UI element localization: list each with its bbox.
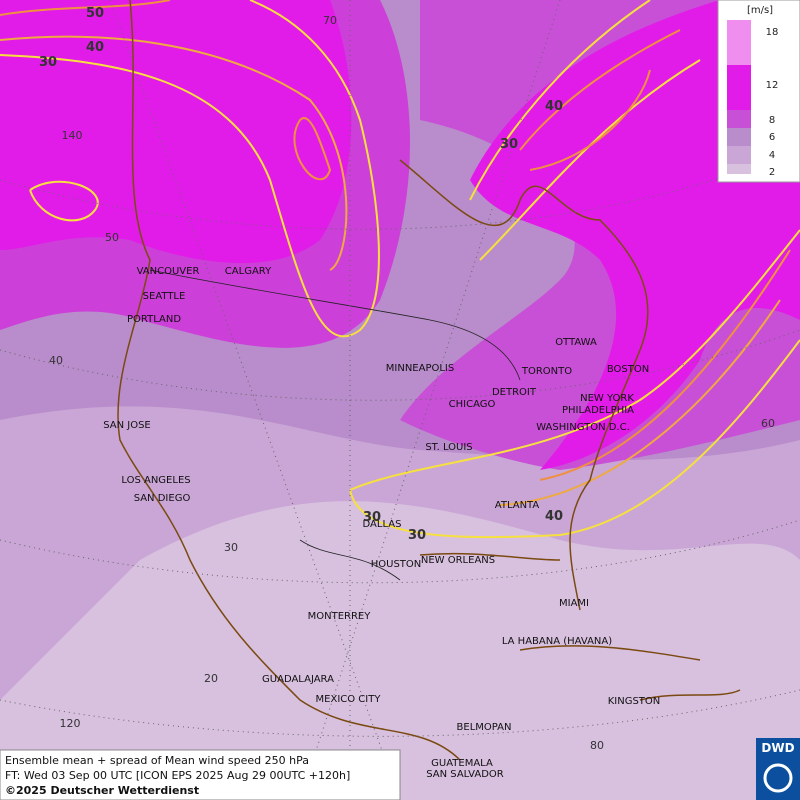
legend-swatch — [727, 146, 751, 164]
legend-swatch — [727, 20, 751, 65]
contour-label: 30 — [363, 510, 381, 525]
legend-swatch — [727, 128, 751, 146]
contour-label: 30 — [408, 528, 426, 543]
contour-label: 40 — [545, 509, 563, 524]
city-label: VANCOUVER — [137, 266, 200, 277]
footer-line: FT: Wed 03 Sep 00 UTC [ICON EPS 2025 Aug… — [5, 769, 350, 782]
legend-label: 12 — [766, 80, 779, 91]
city-label: MEXICO CITY — [316, 694, 382, 705]
city-label: SAN SALVADOR — [426, 769, 503, 780]
grid-label: 70 — [323, 14, 337, 27]
city-label: DALLAS — [363, 519, 402, 530]
grid-label: 40 — [49, 354, 63, 367]
city-label: PHILADELPHIA — [562, 405, 634, 416]
contours — [0, 0, 800, 539]
contour-label: 30 — [500, 137, 518, 152]
legend-swatch — [727, 110, 751, 128]
contour-label: 40 — [545, 99, 563, 114]
grid-label: 60 — [761, 417, 775, 430]
field — [0, 501, 800, 800]
legend: [m/s] 18 12 8 6 4 2 — [717, 0, 800, 183]
city-label: MINNEAPOLIS — [386, 363, 454, 374]
legend-label: 4 — [769, 150, 775, 161]
city-label: CHICAGO — [449, 399, 496, 410]
grid-label: 20 — [204, 672, 218, 685]
city-label: GUADALAJARA — [262, 674, 334, 685]
city-label: DETROIT — [492, 387, 537, 398]
city-label: OTTAWA — [555, 337, 597, 348]
legend-label: 6 — [769, 132, 775, 143]
footer-line: ©2025 Deutscher Wetterdienst — [5, 784, 199, 797]
contour-label: 40 — [86, 40, 104, 55]
footer-box — [0, 749, 401, 800]
city-label: WASHINGTON D.C. — [536, 422, 630, 433]
contour-label: 30 — [39, 55, 57, 70]
logo-text: DWD — [761, 741, 794, 755]
field — [0, 0, 352, 264]
borders — [149, 269, 521, 581]
coastlines — [117, 0, 741, 761]
city-label: PORTLAND — [127, 314, 181, 325]
city-label: MIAMI — [559, 598, 589, 609]
city-label: CALGARY — [225, 266, 272, 277]
city-label: SAN DIEGO — [134, 493, 191, 504]
legend-label: 2 — [769, 167, 775, 178]
city-label: MONTERREY — [308, 611, 372, 622]
grid-label: 50 — [105, 231, 119, 244]
grid-label: 120 — [60, 717, 81, 730]
grid-label: 30 — [224, 541, 238, 554]
city-label: LOS ANGELES — [121, 475, 190, 486]
city-label: NEW ORLEANS — [421, 555, 495, 566]
contour-label: 50 — [86, 6, 104, 21]
legend-label: 8 — [769, 115, 775, 126]
city-label: SEATTLE — [143, 291, 186, 302]
grid-label: 80 — [590, 739, 604, 752]
legend-swatch — [727, 65, 751, 110]
city-label: BOSTON — [607, 364, 649, 375]
city-label: SAN JOSE — [103, 420, 151, 431]
city-label: ATLANTA — [495, 500, 540, 511]
legend-label: 18 — [766, 27, 779, 38]
city-label: TORONTO — [521, 366, 572, 377]
grid-label: 140 — [62, 129, 83, 142]
logo-icon — [763, 763, 793, 793]
city-label: BELMOPAN — [457, 722, 512, 733]
city-label: LA HABANA (HAVANA) — [502, 636, 612, 647]
city-label: HOUSTON — [371, 559, 422, 570]
footer-line: Ensemble mean + spread of Mean wind spee… — [5, 754, 309, 767]
city-label: NEW YORK — [580, 393, 634, 404]
legend-unit: [m/s] — [747, 5, 773, 16]
city-label: KINGSTON — [608, 696, 661, 707]
legend-swatch — [727, 164, 751, 174]
city-label: ST. LOUIS — [425, 442, 472, 453]
city-label: GUATEMALA — [431, 758, 493, 769]
